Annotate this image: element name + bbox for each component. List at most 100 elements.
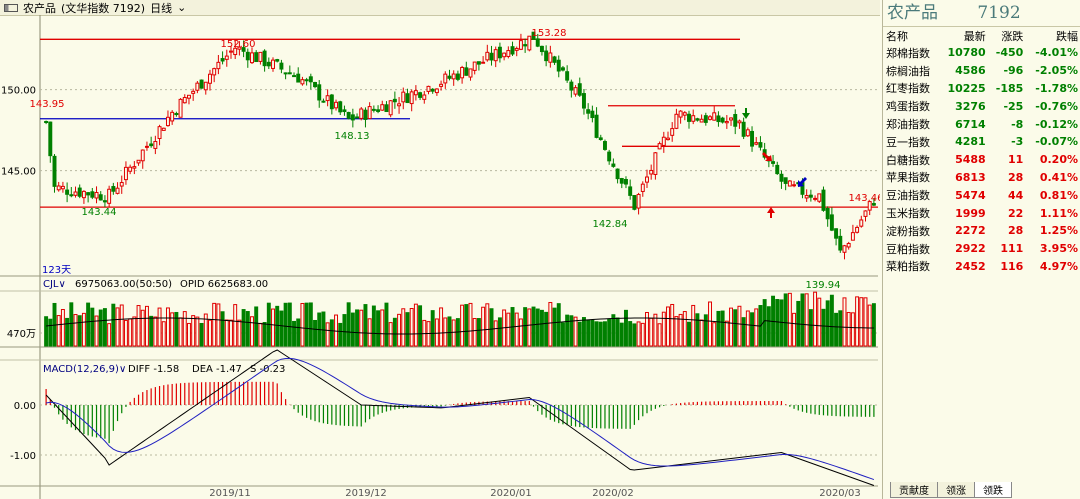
period-selector[interactable]: 日线	[150, 1, 173, 15]
volume-bar	[208, 319, 212, 347]
candle-body	[602, 141, 607, 150]
volume-bar	[237, 319, 242, 347]
candle-body	[632, 195, 637, 210]
price-annotation: 143.46	[849, 193, 881, 204]
candle-body	[86, 192, 91, 196]
volume-bar	[653, 313, 658, 347]
volume-bar	[65, 317, 70, 347]
volume-bar	[829, 294, 834, 347]
quote-chg: -185	[995, 81, 1024, 95]
volume-bar	[224, 319, 229, 347]
quote-pct: 1.25%	[1039, 224, 1078, 238]
candle-body	[388, 100, 393, 116]
quote-row[interactable]: 豆粕指数 2922 111 3.95%	[883, 240, 1080, 258]
volume-bar	[283, 302, 288, 347]
candle-body	[443, 73, 448, 84]
panel-tab[interactable]: 领跌	[974, 482, 1012, 498]
column-header[interactable]: 名称	[886, 29, 908, 43]
quote-row[interactable]: 豆油指数 5474 44 0.81%	[883, 186, 1080, 204]
candle-body	[346, 111, 351, 119]
candle-body	[258, 51, 263, 62]
kline-chart-area[interactable]: 150.00 145.00 0.00 -1.00 470万 152.60 153.28 143…	[0, 15, 880, 499]
quote-last: 10225	[947, 81, 986, 95]
quote-row[interactable]: 白糖指数 5488 11 0.20%	[883, 151, 1080, 169]
quote-row[interactable]: 郑油指数 6714 -8 -0.12%	[883, 115, 1080, 133]
quote-pct: -4.01%	[1035, 46, 1078, 60]
volume-bar	[384, 302, 389, 347]
quote-name: 豆粕指数	[886, 242, 930, 256]
quote-last: 2452	[955, 259, 986, 273]
candle-body	[355, 116, 360, 119]
arrow-down-icon	[742, 108, 750, 119]
volume-bar	[821, 308, 826, 347]
volume-bar	[186, 322, 191, 347]
volume-bar	[817, 297, 822, 347]
candle-body	[350, 114, 355, 121]
candle-body	[434, 88, 439, 94]
volume-bar	[678, 313, 683, 347]
volume-bar	[573, 316, 578, 347]
column-header[interactable]: 涨跌	[1001, 29, 1024, 43]
column-header[interactable]: 最新	[963, 29, 986, 43]
volume-bar	[565, 314, 570, 347]
candle-body	[224, 55, 229, 60]
candle-body	[531, 31, 536, 40]
panel-title-text: 农产品	[887, 3, 938, 23]
volume-bar	[825, 300, 830, 347]
candle-body	[384, 104, 389, 113]
quote-row[interactable]: 豆一指数 4281 -3 -0.07%	[883, 133, 1080, 151]
panel-title: 农产品 7192	[883, 0, 1080, 27]
candle-body	[783, 177, 788, 184]
panel-tab[interactable]: 贡献度	[890, 482, 938, 498]
candle-body	[140, 149, 145, 162]
chart-type-icon[interactable]	[4, 3, 18, 12]
volume-values: 6975063.00(50:50)	[75, 279, 172, 290]
volume-bar	[544, 311, 549, 347]
candle-body	[334, 101, 339, 109]
column-header[interactable]: 跌幅	[1056, 29, 1078, 43]
volume-bar	[254, 306, 259, 347]
quote-chg: -25	[1003, 99, 1024, 113]
volume-bar	[287, 302, 292, 347]
chevron-down-icon[interactable]: ⌄	[177, 1, 187, 14]
volume-bar	[355, 309, 360, 347]
chart-title: 农产品	[23, 1, 56, 15]
candle-body	[552, 56, 557, 63]
volume-bar	[313, 319, 318, 347]
volume-bar	[182, 311, 187, 347]
volume-bar	[308, 302, 313, 347]
volume-bar	[636, 321, 641, 347]
quote-row[interactable]: 棕榈油指 4586 -96 -2.05%	[883, 62, 1080, 80]
candle-body	[216, 61, 221, 70]
candle-body	[77, 187, 82, 197]
volume-bar	[367, 318, 372, 347]
volume-bar	[581, 317, 586, 347]
quote-row[interactable]: 淀粉指数 2272 28 1.25%	[883, 222, 1080, 240]
candle-body	[569, 81, 574, 91]
quote-row[interactable]: 红枣指数 10225 -185 -1.78%	[883, 80, 1080, 98]
volume-bar	[90, 307, 95, 347]
quote-row[interactable]: 鸡蛋指数 3276 -25 -0.76%	[883, 97, 1080, 115]
volume-bar	[195, 316, 200, 347]
volume-bar	[464, 304, 469, 347]
quote-row[interactable]: 玉米指数 1999 22 1.11%	[883, 204, 1080, 222]
quote-pct: 4.97%	[1039, 259, 1078, 273]
volume-bar	[560, 322, 565, 347]
volume-bar	[199, 322, 204, 347]
quote-row[interactable]: 郑棉指数 10780 -450 -4.01%	[883, 44, 1080, 62]
candle-body	[758, 142, 763, 148]
volume-bar	[834, 312, 839, 347]
candle-body	[287, 72, 292, 75]
volume-bar	[699, 319, 704, 347]
volume-bar	[229, 319, 233, 347]
panel-tab[interactable]: 领涨	[937, 482, 975, 498]
quote-row[interactable]: 菜粕指数 2452 116 4.97%	[883, 258, 1080, 276]
days-label: 123天	[42, 265, 71, 276]
volume-bar	[346, 302, 351, 347]
volume-bar	[279, 310, 284, 347]
volume-bar	[577, 321, 582, 347]
volume-bar	[363, 304, 368, 347]
quote-row[interactable]: 苹果指数 6813 28 0.41%	[883, 169, 1080, 187]
candle-body	[144, 145, 149, 148]
volume-bar	[48, 318, 53, 347]
